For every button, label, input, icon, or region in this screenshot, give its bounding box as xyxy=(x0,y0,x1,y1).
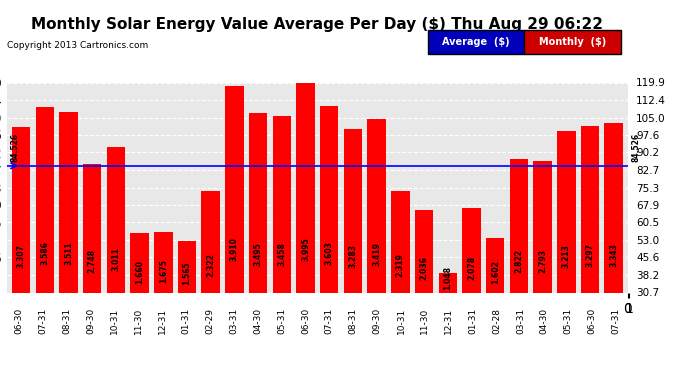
Text: 02-29: 02-29 xyxy=(206,308,215,333)
Bar xyxy=(486,238,504,292)
Text: 1.660: 1.660 xyxy=(135,260,144,284)
Text: Monthly Solar Energy Value Average Per Day ($) Thu Aug 29 06:22: Monthly Solar Energy Value Average Per D… xyxy=(32,17,603,32)
Bar xyxy=(367,119,386,292)
Bar xyxy=(320,106,339,292)
Bar xyxy=(557,131,575,292)
Text: 2.319: 2.319 xyxy=(396,254,405,277)
Text: 3.495: 3.495 xyxy=(254,242,263,266)
Bar xyxy=(344,129,362,292)
Bar xyxy=(201,190,220,292)
Bar xyxy=(510,159,528,292)
Text: 11-30: 11-30 xyxy=(420,308,429,334)
Text: 04-30: 04-30 xyxy=(253,308,262,334)
Bar xyxy=(415,210,433,292)
Text: 12-31: 12-31 xyxy=(444,308,453,334)
Text: 05-31: 05-31 xyxy=(277,308,286,334)
Bar xyxy=(581,126,599,292)
Text: 3.586: 3.586 xyxy=(40,241,49,265)
Text: 2.822: 2.822 xyxy=(514,249,524,273)
Text: 07-31: 07-31 xyxy=(611,308,620,334)
Text: 3.995: 3.995 xyxy=(301,237,310,261)
Text: 3.343: 3.343 xyxy=(609,243,618,267)
Bar xyxy=(12,128,30,292)
Text: 1.675: 1.675 xyxy=(159,260,168,284)
Text: Average  ($): Average ($) xyxy=(442,37,510,47)
Bar xyxy=(59,112,78,292)
Bar xyxy=(604,123,623,292)
Bar xyxy=(225,86,244,292)
Text: 3.297: 3.297 xyxy=(586,243,595,267)
Text: 1.565: 1.565 xyxy=(183,261,192,285)
Text: 06-30: 06-30 xyxy=(14,308,23,334)
Bar xyxy=(107,147,125,292)
Text: 08-31: 08-31 xyxy=(348,308,357,334)
Text: 01-31: 01-31 xyxy=(468,308,477,334)
Text: 3.213: 3.213 xyxy=(562,244,571,268)
Text: 2.036: 2.036 xyxy=(420,256,428,280)
Text: 2.793: 2.793 xyxy=(538,249,547,273)
Bar xyxy=(154,232,172,292)
Text: 07-31: 07-31 xyxy=(325,308,334,334)
Text: 3.419: 3.419 xyxy=(372,243,381,267)
Bar xyxy=(130,233,149,292)
Text: 07-31: 07-31 xyxy=(38,308,47,334)
Text: 3.910: 3.910 xyxy=(230,238,239,261)
Text: 09-30: 09-30 xyxy=(86,308,95,334)
Text: 10-31: 10-31 xyxy=(397,308,406,334)
Text: 2.322: 2.322 xyxy=(206,254,215,277)
Text: 3.511: 3.511 xyxy=(64,242,73,266)
Text: 09-30: 09-30 xyxy=(373,308,382,334)
Text: 3.307: 3.307 xyxy=(17,244,26,268)
Text: 3.011: 3.011 xyxy=(111,247,121,271)
Text: 3.458: 3.458 xyxy=(277,242,286,266)
Text: 06-30: 06-30 xyxy=(301,308,310,334)
Text: 12-31: 12-31 xyxy=(157,308,167,334)
Text: 08-31: 08-31 xyxy=(62,308,71,334)
Text: 2.748: 2.748 xyxy=(88,249,97,273)
Bar xyxy=(533,161,552,292)
Bar xyxy=(391,191,410,292)
Text: 3.283: 3.283 xyxy=(348,244,357,268)
Text: 2.078: 2.078 xyxy=(467,256,476,280)
Text: 84.526: 84.526 xyxy=(631,133,640,162)
Bar xyxy=(178,241,196,292)
Text: 02-28: 02-28 xyxy=(492,308,501,333)
Text: 1.048: 1.048 xyxy=(443,266,452,290)
Bar xyxy=(439,273,457,292)
Bar xyxy=(249,113,268,292)
Text: 3.603: 3.603 xyxy=(325,241,334,265)
Bar xyxy=(296,81,315,292)
Text: Monthly  ($): Monthly ($) xyxy=(539,37,607,47)
Text: 10-31: 10-31 xyxy=(110,308,119,334)
Text: 04-30: 04-30 xyxy=(540,308,549,334)
Bar xyxy=(462,207,481,292)
Text: 06-30: 06-30 xyxy=(588,308,597,334)
Text: 1.602: 1.602 xyxy=(491,261,500,284)
Text: 03-31: 03-31 xyxy=(516,308,525,334)
Bar xyxy=(273,116,291,292)
Text: Copyright 2013 Cartronics.com: Copyright 2013 Cartronics.com xyxy=(7,41,148,50)
Text: 11-30: 11-30 xyxy=(134,308,143,334)
Text: 03-31: 03-31 xyxy=(229,308,238,334)
Text: 84.526: 84.526 xyxy=(10,133,19,162)
Text: 01-31: 01-31 xyxy=(181,308,190,334)
Bar xyxy=(83,164,101,292)
Text: 05-31: 05-31 xyxy=(564,308,573,334)
Bar xyxy=(36,108,54,292)
